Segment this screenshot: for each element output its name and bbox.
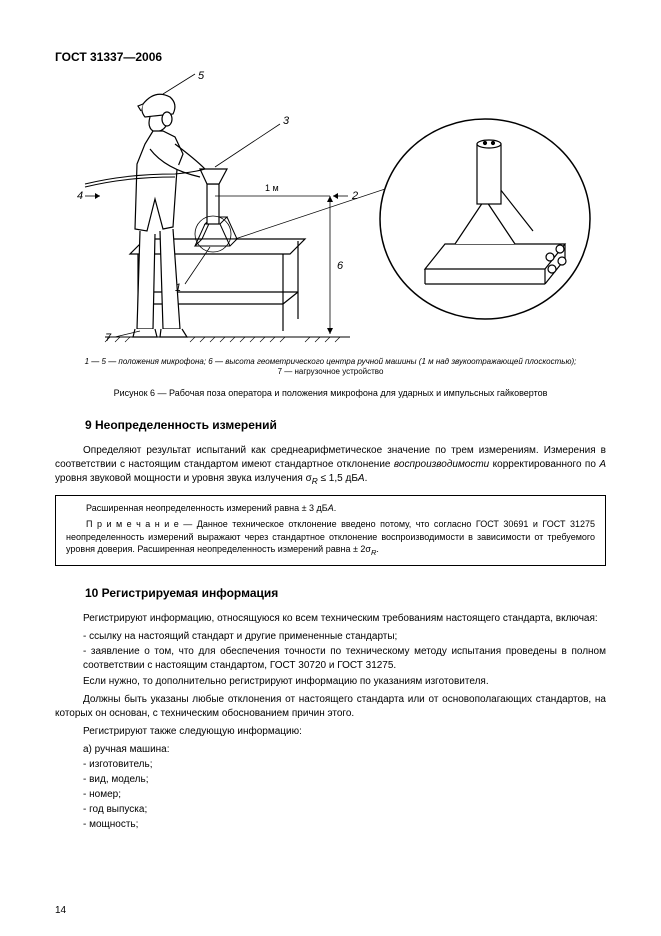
section-10-para1: Регистрируют информацию, относящуюся ко … xyxy=(55,612,606,626)
dim-label: 1 м xyxy=(265,183,279,193)
section-10-para4: Регистрируют также следующую информацию: xyxy=(55,725,606,739)
section-10-para3: Должны быть указаны любые отклонения от … xyxy=(55,693,606,721)
marker-5: 5 xyxy=(198,70,205,82)
figure-caption: 1 — 5 — положения микрофона; 6 — высота … xyxy=(55,357,606,378)
note-box: Расширенная неопределенность измерений р… xyxy=(55,495,606,565)
section-9-para1: Определяют результат испытаний как средн… xyxy=(55,444,606,488)
list-item: - год выпуска; xyxy=(83,803,606,817)
list-item: - номер; xyxy=(83,788,606,802)
section-10-heading: 10 Регистрируемая информация xyxy=(85,586,606,600)
section-10-para2: Если нужно, то дополнительно регистрирую… xyxy=(55,675,606,689)
marker-1: 1 xyxy=(175,282,181,294)
page-container: ГОСТ 31337—2006 xyxy=(0,0,661,936)
list-item: - вид, модель; xyxy=(83,773,606,787)
list-item: - заявление о том, что для обеспечения т… xyxy=(83,645,606,673)
marker-6: 6 xyxy=(337,260,344,272)
technical-drawing: 5 3 4 2 1 м 6 1 7 xyxy=(55,69,605,349)
list-item: - мощность; xyxy=(83,818,606,832)
list-item-a: а) ручная машина: xyxy=(83,743,606,757)
marker-4: 4 xyxy=(77,190,83,202)
section-9-heading: 9 Неопределенность измерений xyxy=(85,418,606,432)
list-item: - ссылку на настоящий стандарт и другие … xyxy=(83,630,606,644)
marker-3: 3 xyxy=(283,115,290,127)
list-item: - изготовитель; xyxy=(83,758,606,772)
figure-6: 5 3 4 2 1 м 6 1 7 xyxy=(55,69,606,349)
page-number: 14 xyxy=(55,905,66,916)
document-header: ГОСТ 31337—2006 xyxy=(55,50,606,64)
marker-7: 7 xyxy=(105,332,112,344)
figure-title: Рисунок 6 — Рабочая поза оператора и пол… xyxy=(55,388,606,398)
